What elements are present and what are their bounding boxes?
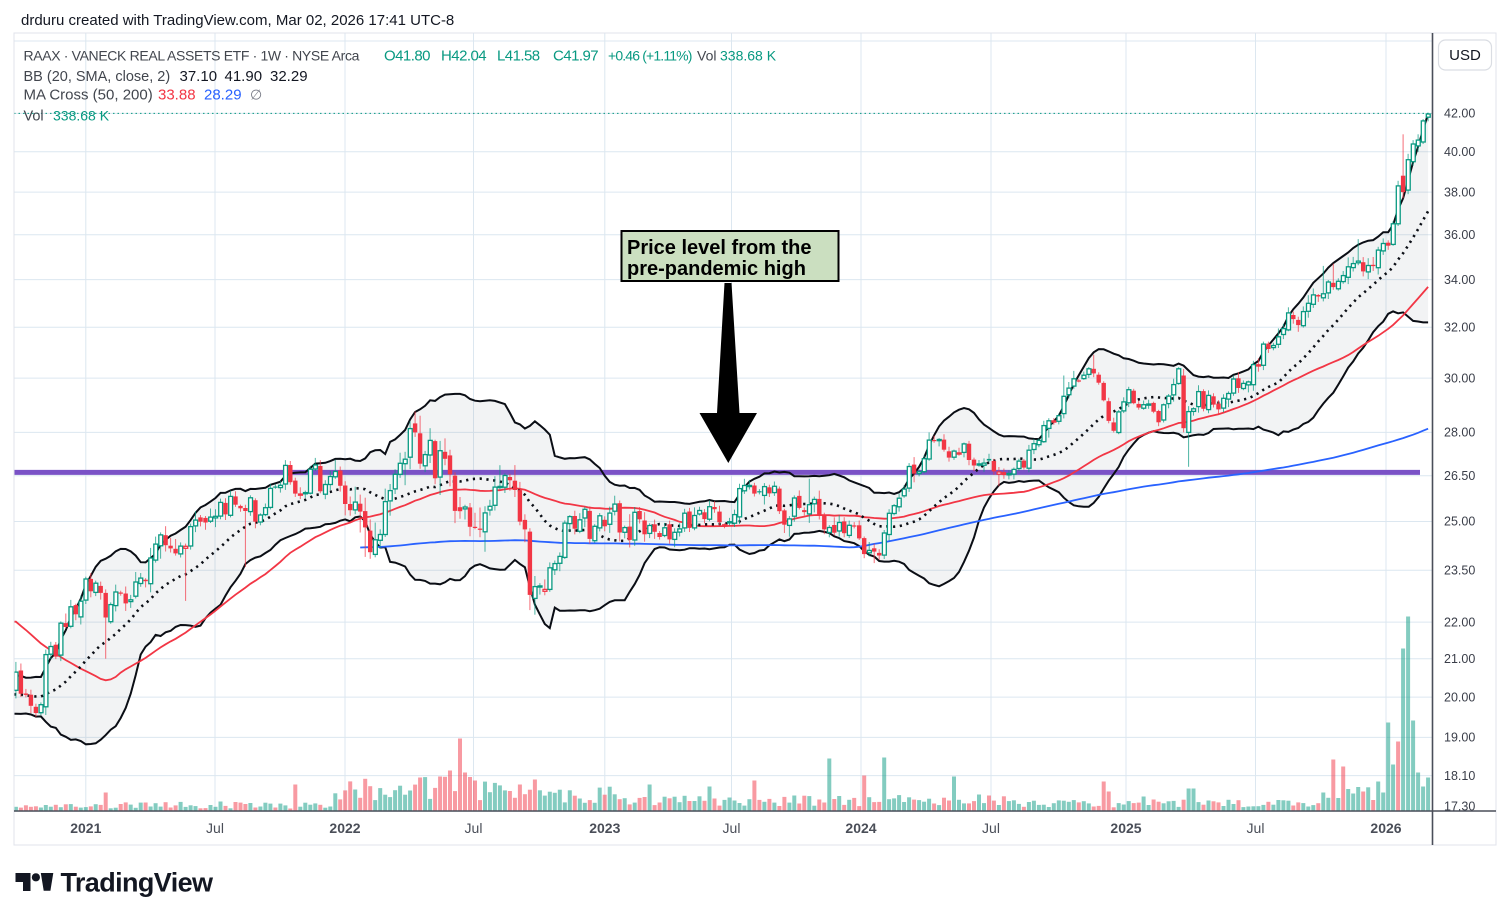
svg-text:Jul: Jul [723,820,741,836]
svg-text:32.29: 32.29 [270,68,308,85]
svg-text:TradingView: TradingView [61,868,215,898]
svg-text:34.00: 34.00 [1444,273,1475,287]
svg-text:+0.46 (+1.11%): +0.46 (+1.11%) [608,48,692,64]
svg-text:41.90: 41.90 [225,68,263,85]
svg-text:338.68 K: 338.68 K [53,108,110,124]
svg-text:36.00: 36.00 [1444,228,1475,242]
svg-text:19.00: 19.00 [1444,731,1475,745]
svg-text:33.88: 33.88 [158,87,196,104]
svg-text:21.00: 21.00 [1444,652,1475,666]
svg-text:17.30: 17.30 [1444,800,1475,814]
svg-text:338.68 K: 338.68 K [720,48,777,64]
svg-text:2021: 2021 [70,820,101,836]
svg-text:2025: 2025 [1110,820,1141,836]
svg-text:Vol: Vol [24,109,44,125]
svg-text:25.00: 25.00 [1444,515,1475,529]
svg-text:2026: 2026 [1370,820,1401,836]
svg-text:C41.97: C41.97 [553,48,598,65]
svg-text:pre-pandemic high: pre-pandemic high [627,258,806,280]
svg-text:drduru created with TradingVie: drduru created with TradingView.com, Mar… [21,12,454,29]
svg-text:RAAX · VANECK REAL ASSETS ETF: RAAX · VANECK REAL ASSETS ETF · 1W · NYS… [24,48,360,64]
svg-text:28.00: 28.00 [1444,426,1475,440]
svg-text:BB (20, SMA, close, 2): BB (20, SMA, close, 2) [24,69,171,85]
svg-text:Jul: Jul [982,820,1000,836]
svg-text:30.00: 30.00 [1444,371,1475,385]
svg-text:28.29: 28.29 [204,87,242,104]
svg-text:MA Cross (50, 200): MA Cross (50, 200) [24,87,153,104]
svg-text:H42.04: H42.04 [441,48,486,65]
svg-text:L41.58: L41.58 [497,48,540,65]
svg-text:Price level from the: Price level from the [627,237,812,259]
svg-text:2022: 2022 [329,820,360,836]
svg-text:18.10: 18.10 [1444,769,1475,783]
svg-text:37.10: 37.10 [180,68,218,85]
svg-text:O41.80: O41.80 [384,48,430,65]
svg-text:40.00: 40.00 [1444,145,1475,159]
svg-text:22.00: 22.00 [1444,615,1475,629]
svg-text:Vol: Vol [697,48,716,64]
svg-text:38.00: 38.00 [1444,185,1475,199]
svg-text:20.00: 20.00 [1444,690,1475,704]
svg-text:2024: 2024 [845,820,876,836]
svg-text:26.50: 26.50 [1444,469,1475,483]
svg-text:Jul: Jul [206,820,224,836]
svg-text:23.50: 23.50 [1444,563,1475,577]
svg-text:2023: 2023 [589,820,620,836]
svg-text:Jul: Jul [1247,820,1265,836]
svg-text:32.00: 32.00 [1444,321,1475,335]
svg-text:USD: USD [1449,47,1481,64]
svg-text:Jul: Jul [465,820,483,836]
svg-text:42.00: 42.00 [1444,107,1475,121]
svg-text:∅: ∅ [250,87,262,103]
